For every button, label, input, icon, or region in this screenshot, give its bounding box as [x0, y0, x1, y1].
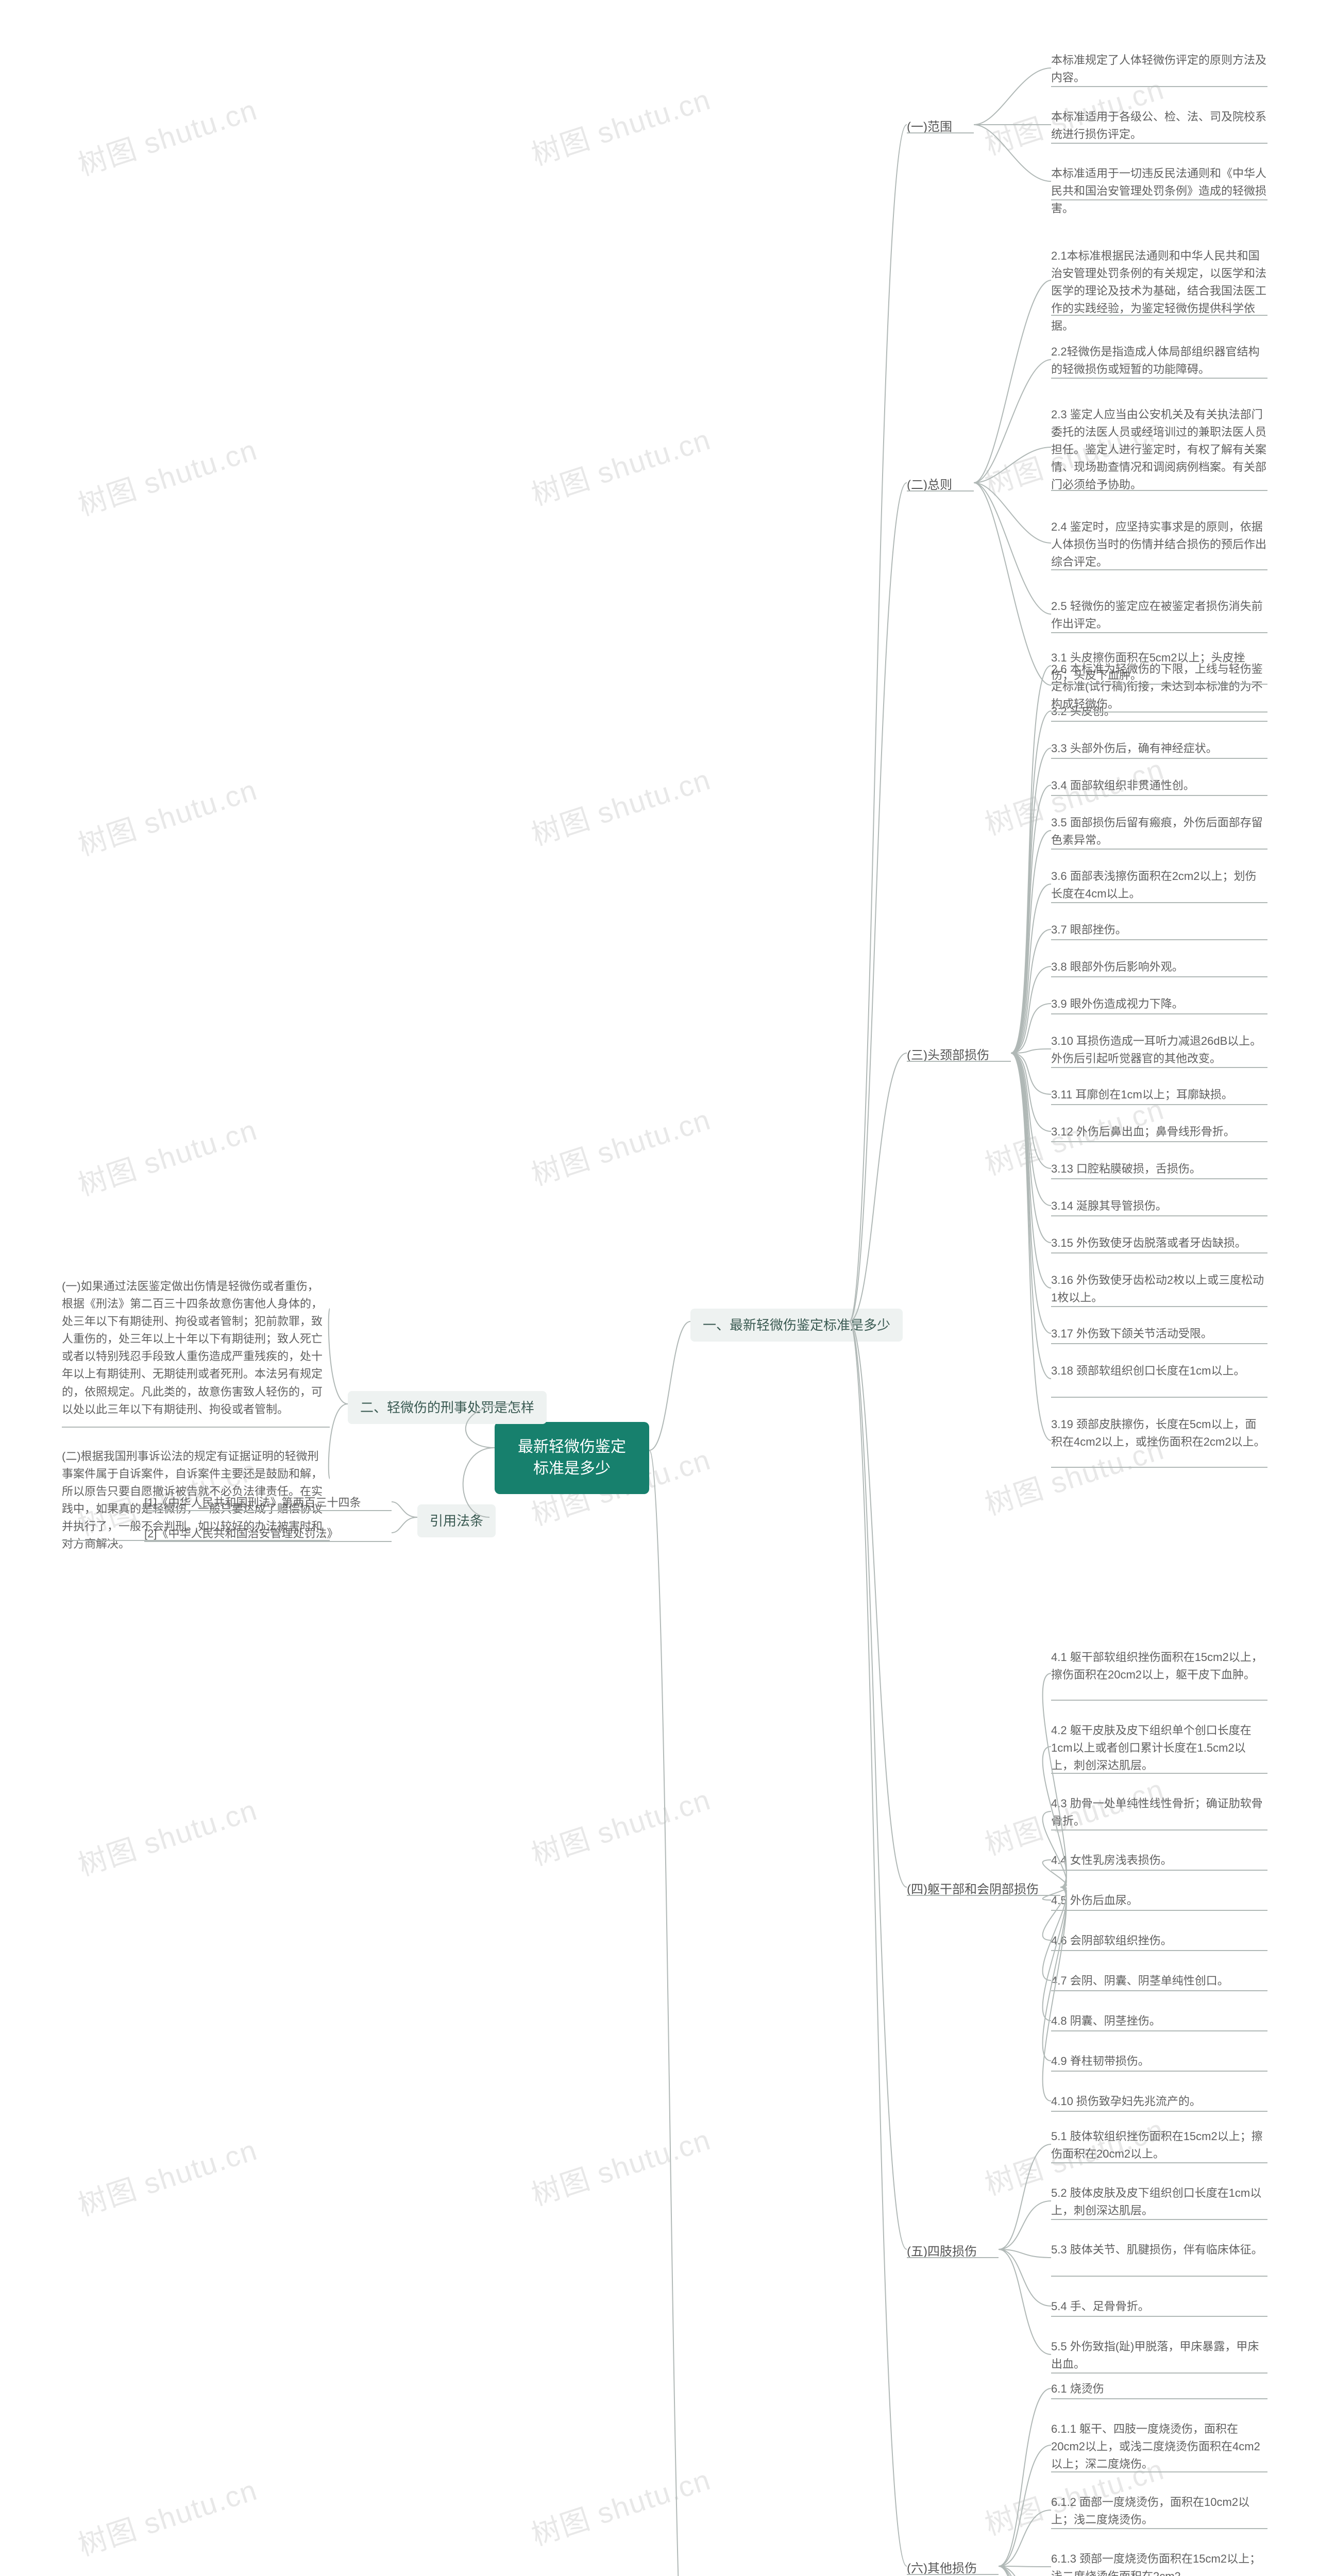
s4-leaf-1: 4.2 躯干皮肤及皮下组织单个创口长度在1cm以上或者创口累计长度在1.5cm2…: [1051, 1722, 1267, 1774]
section-one: 一、最新轻微伤鉴定标准是多少: [690, 1309, 903, 1342]
s4-leaf-6: 4.7 会阴、阴囊、阴茎单纯性创口。: [1051, 1972, 1229, 1990]
s6-leaf-0: 6.1 烧烫伤: [1051, 2380, 1104, 2398]
s3-leaf-8: 3.9 眼外伤造成视力下降。: [1051, 995, 1183, 1013]
s6-leaf-2: 6.1.2 面部一度烧烫伤，面积在10cm2以上；浅二度烧烫伤。: [1051, 2494, 1267, 2529]
s3-leaf-13: 3.14 涎腺其导管损伤。: [1051, 1197, 1167, 1215]
sub-s2: (二)总则: [907, 476, 952, 495]
s5-leaf-0: 5.1 肢体软组织挫伤面积在15cm2以上；擦伤面积在20cm2以上。: [1051, 2128, 1267, 2163]
s3-leaf-17: 3.18 颈部软组织创口长度在1cm以上。: [1051, 1362, 1245, 1380]
s4-leaf-8: 4.9 脊柱韧带损伤。: [1051, 2053, 1149, 2070]
ref-leaf-1: [2]《中华人民共和国治安管理处罚法》: [144, 1525, 338, 1543]
s4-leaf-3: 4.4 女性乳房浅表损伤。: [1051, 1852, 1172, 1869]
section-two: 二、轻微伤的刑事处罚是怎样: [348, 1391, 547, 1424]
sub-s5: (五)四肢损伤: [907, 2242, 977, 2261]
s2-leaf-3: 2.4 鉴定时，应坚持实事求是的原则，依据人体损伤当时的伤情并结合损伤的预后作出…: [1051, 518, 1267, 571]
s5-leaf-1: 5.2 肢体皮肤及皮下组织创口长度在1cm以上，刺创深达肌层。: [1051, 2184, 1267, 2219]
s5-leaf-2: 5.3 肢体关节、肌腱损伤，伴有临床体征。: [1051, 2241, 1263, 2259]
sub-s4: (四)躯干部和会阴部损伤: [907, 1880, 1039, 1899]
s4-leaf-5: 4.6 会阴部软组织挫伤。: [1051, 1932, 1172, 1950]
s4-leaf-7: 4.8 阴囊、阴茎挫伤。: [1051, 2012, 1161, 2030]
two-leaf-0: (一)如果通过法医鉴定做出伤情是轻微伤或者重伤，根据《刑法》第二百三十四条故意伤…: [62, 1278, 330, 1418]
s1-leaf-0: 本标准规定了人体轻微伤评定的原则方法及内容。: [1051, 52, 1267, 87]
s5-leaf-3: 5.4 手、足骨骨折。: [1051, 2298, 1149, 2315]
s3-leaf-18: 3.19 颈部皮肤擦伤，长度在5cm以上，面积在4cm2以上，或挫伤面积在2cm…: [1051, 1416, 1267, 1451]
s1-leaf-1: 本标准适用于各级公、检、法、司及院校系统进行损伤评定。: [1051, 108, 1267, 143]
s4-leaf-0: 4.1 躯干部软组织挫伤面积在15cm2以上，擦伤面积在20cm2以上，躯干皮下…: [1051, 1649, 1267, 1684]
s3-leaf-2: 3.3 头部外伤后，确有神经症状。: [1051, 740, 1217, 757]
ref-leaf-0: [1]《中华人民共和国刑法》第两百三十四条: [144, 1494, 361, 1512]
s2-leaf-4: 2.5 轻微伤的鉴定应在被鉴定者损伤消失前作出评定。: [1051, 598, 1267, 633]
section-ref: 引用法条: [417, 1504, 496, 1537]
s3-leaf-4: 3.5 面部损伤后留有瘢痕，外伤后面部存留色素异常。: [1051, 814, 1267, 849]
s3-leaf-15: 3.16 外伤致使牙齿松动2枚以上或三度松动1枚以上。: [1051, 1272, 1267, 1307]
s1-leaf-2: 本标准适用于一切违反民法通则和《中华人民共和国治安管理处罚条例》造成的轻微损害。: [1051, 165, 1267, 217]
s2-leaf-1: 2.2轻微伤是指造成人体局部组织器官结构的轻微损伤或短暂的功能障碍。: [1051, 343, 1267, 378]
sub-s3: (三)头颈部损伤: [907, 1046, 989, 1065]
s3-leaf-10: 3.11 耳廓创在1cm以上；耳廓缺损。: [1051, 1086, 1233, 1104]
s6-leaf-1: 6.1.1 躯干、四肢一度烧烫伤，面积在20cm2以上，或浅二度烧烫伤面积在4c…: [1051, 2420, 1267, 2473]
s3-leaf-16: 3.17 外伤致下颌关节活动受限。: [1051, 1325, 1212, 1343]
sub-s6: (六)其他损伤: [907, 2559, 977, 2576]
s4-leaf-9: 4.10 损伤致孕妇先兆流产的。: [1051, 2093, 1201, 2110]
s3-leaf-14: 3.15 外伤致使牙齿脱落或者牙齿缺损。: [1051, 1234, 1246, 1252]
s4-leaf-2: 4.3 肋骨一处单纯性线性骨折；确证肋软骨骨折。: [1051, 1795, 1267, 1830]
s3-leaf-0: 3.1 头皮擦伤面积在5cm2以上；头皮挫伤；头皮下血肿。: [1051, 649, 1267, 684]
sub-s1: (一)范围: [907, 117, 952, 137]
s3-leaf-5: 3.6 面部表浅擦伤面积在2cm2以上；划伤长度在4cm以上。: [1051, 868, 1267, 903]
s3-leaf-7: 3.8 眼部外伤后影响外观。: [1051, 958, 1183, 976]
s3-leaf-1: 3.2 头皮创。: [1051, 703, 1115, 720]
s2-leaf-0: 2.1本标准根据民法通则和中华人民共和国治安管理处罚条例的有关规定，以医学和法医…: [1051, 247, 1267, 335]
s3-leaf-6: 3.7 眼部挫伤。: [1051, 921, 1127, 939]
s2-leaf-2: 2.3 鉴定人应当由公安机关及有关执法部门委托的法医人员或经培训过的兼职法医人员…: [1051, 406, 1267, 494]
s3-leaf-3: 3.4 面部软组织非贯通性创。: [1051, 777, 1195, 794]
root-node: 最新轻微伤鉴定标准是多少: [495, 1422, 649, 1494]
s6-leaf-3: 6.1.3 颈部一度烧烫伤面积在15cm2以上；浅二度烧烫伤面积在2cm2。: [1051, 2550, 1267, 2576]
s4-leaf-4: 4.5 外伤后血尿。: [1051, 1892, 1138, 1909]
s3-leaf-12: 3.13 口腔粘膜破损，舌损伤。: [1051, 1160, 1201, 1178]
s3-leaf-9: 3.10 耳损伤造成一耳听力减退26dB以上。外伤后引起听觉器官的其他改变。: [1051, 1032, 1267, 1067]
s3-leaf-11: 3.12 外伤后鼻出血；鼻骨线形骨折。: [1051, 1123, 1235, 1141]
s5-leaf-4: 5.5 外伤致指(趾)甲脱落，甲床暴露，甲床出血。: [1051, 2338, 1267, 2373]
